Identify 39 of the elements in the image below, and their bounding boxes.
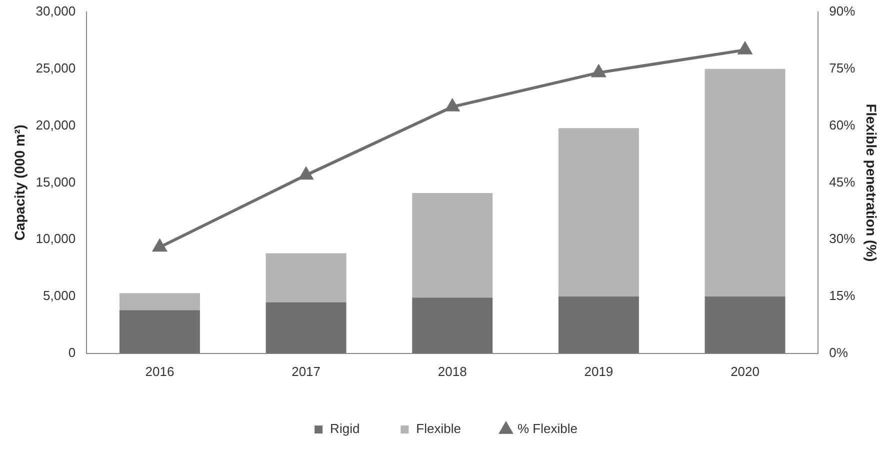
legend-label: % Flexible [517,421,578,436]
y2-tick-label: 15% [829,288,856,304]
bar [119,310,200,354]
y2-tick-label: 75% [829,60,856,76]
point [738,42,752,54]
y2-tick-label: 45% [829,174,856,190]
x-tick-label: 2018 [438,364,467,379]
y-tick-label: 5,000 [43,288,76,304]
point [446,99,460,112]
x-tick-label: 2017 [292,364,321,379]
bar [266,253,346,302]
x-tick-label: 2020 [730,364,760,379]
bar [558,128,639,296]
point [592,65,606,78]
bar [412,298,493,354]
bar [704,68,786,296]
bar [558,296,639,354]
y2-tick-label: 90% [829,4,856,19]
y-tick-label: 20,000 [36,117,76,132]
y-axis-title: Capacity (000 m²) [11,124,28,241]
point [299,168,313,180]
y-tick-label: 15,000 [36,174,76,190]
point [153,240,166,252]
y2-tick-label: 30% [829,231,856,246]
x-tick-label: 2016 [145,364,174,379]
y-tick-label: 30,000 [36,4,76,19]
x-tick-label: 2019 [584,364,614,379]
bar [704,296,786,354]
y-tick-label: 25,000 [36,60,76,76]
bar [412,192,493,298]
y2-axis-title: Flexible penetration (%) [864,104,880,262]
legend-label: Flexible [416,421,461,436]
y-tick-label: 10,000 [36,231,76,246]
y-tick-label: 0 [68,344,76,360]
legend-label: Rigid [330,421,360,436]
y2-tick-label: 60% [829,117,856,132]
bar [266,302,346,354]
bar [119,293,200,310]
y2-tick-label: 0% [829,344,848,360]
